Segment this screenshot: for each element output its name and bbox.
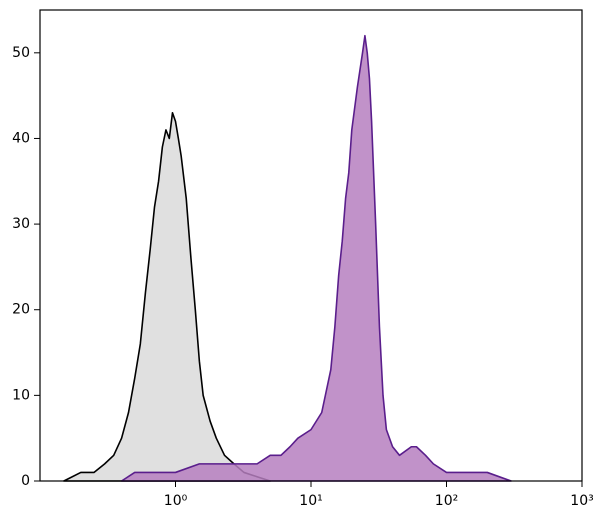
x-tick-label: 10² xyxy=(435,493,458,509)
x-tick-label: 10³ xyxy=(570,493,593,509)
x-tick-label: 10⁰ xyxy=(164,493,188,509)
plot-area xyxy=(63,34,512,482)
y-tick-label: 20 xyxy=(12,302,30,318)
histogram-area xyxy=(120,34,512,482)
y-tick-label: 50 xyxy=(12,45,30,61)
y-tick-label: 10 xyxy=(12,387,30,403)
y-tick-label: 30 xyxy=(12,216,30,232)
plot-frame xyxy=(39,9,583,482)
histogram-area xyxy=(63,111,272,482)
y-tick-label: 40 xyxy=(12,130,30,146)
x-tick-label: 10¹ xyxy=(299,493,322,509)
y-tick-label: 0 xyxy=(21,473,30,489)
